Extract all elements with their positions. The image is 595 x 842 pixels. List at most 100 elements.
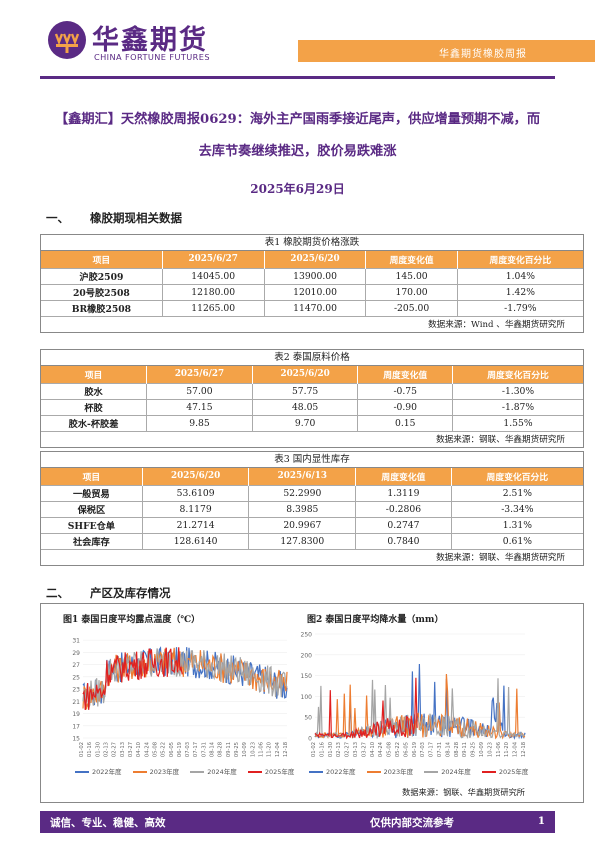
- table-source: 数据来源：钢联、华鑫期货研究所: [41, 431, 583, 447]
- table-cell: 9.70: [252, 414, 359, 431]
- y-tick-label: 0: [308, 736, 312, 743]
- x-tick-label: 09-11: [462, 742, 468, 757]
- table-cell: 一般贸易: [41, 484, 143, 501]
- table-cell: 1.3119: [355, 484, 452, 501]
- table-cell: 12010.00: [264, 283, 367, 300]
- column-header: 2025/6/27: [162, 251, 265, 268]
- table-cell: -0.2806: [355, 500, 452, 517]
- table-cell: 胶水: [41, 382, 148, 399]
- x-tick-label: 02-27: [112, 742, 118, 757]
- x-tick-label: 06-05: [403, 742, 409, 757]
- table-cell: -1.30%: [452, 382, 583, 399]
- table-cell: 0.7840: [355, 532, 452, 549]
- table-row: 沪胶2509 14045.00 13900.00 145.00 1.04%: [41, 267, 583, 284]
- table-cell: 11470.00: [264, 299, 367, 316]
- series-line: [314, 678, 526, 740]
- table-cell: 1.42%: [457, 283, 583, 300]
- series-line: [82, 647, 183, 710]
- x-tick-label: 06-05: [169, 742, 175, 757]
- table-cell: 128.6140: [142, 532, 250, 549]
- page-number: 1: [537, 815, 545, 827]
- y-tick-label: 25: [72, 674, 80, 681]
- report-title-line1: 【鑫期汇】天然橡胶周报0629：海外主产国雨季接近尾声，供应增量预期不减，而: [54, 112, 541, 127]
- table-row: 胶水 57.00 57.75 -0.75 -1.30%: [41, 382, 583, 399]
- table-header-row: 项目 2025/6/27 2025/6/20 周度变化值 周度变化百分比: [41, 251, 583, 268]
- x-tick-label: 04-10: [136, 742, 142, 757]
- x-tick-label: 06-19: [412, 742, 418, 757]
- table-cell: 20.9967: [248, 516, 357, 533]
- column-header: 2025/6/20: [264, 251, 367, 268]
- y-tick-label: 31: [72, 638, 80, 645]
- legend-item: 2024年度: [190, 766, 237, 776]
- section-heading-1: 一、 橡胶期现相关数据: [46, 210, 182, 226]
- section-number: 一、: [46, 211, 69, 225]
- x-tick-label: 02-13: [103, 742, 109, 757]
- table-cell: 20号胶2508: [41, 283, 163, 300]
- y-tick-label: 200: [301, 652, 313, 659]
- charts-source: 数据来源：钢联、华鑫期货研究所: [402, 787, 525, 797]
- x-tick-label: 08-14: [210, 741, 216, 757]
- header-banner: 华鑫期货橡胶周报: [298, 40, 595, 62]
- dew-point-chart: 15 17 19 21 23 25 27 29 31 01-02 01-16 01-30 02-13 02…: [72, 638, 289, 757]
- y-tick-label: 19: [72, 711, 80, 718]
- x-tick-label: 05-08: [387, 742, 393, 757]
- x-tick-label: 01-02: [311, 742, 317, 757]
- table-row: 杯胶 47.15 48.05 -0.90 -1.87%: [41, 398, 583, 415]
- report-title-line2: 去库节奏继续推迟，胶价易跌难涨: [198, 144, 397, 159]
- column-header: 项目: [41, 251, 163, 268]
- legend-item: 2022年度: [75, 766, 122, 776]
- table-cell: 57.00: [146, 382, 253, 399]
- y-tick-label: 23: [72, 687, 80, 694]
- report-name: 华鑫期货橡胶周报: [439, 49, 527, 60]
- legend-label: 2024年度: [441, 768, 471, 776]
- y-tick-label: 15: [72, 736, 80, 743]
- company-name-en: CHINA FORTUNE FUTURES: [94, 52, 210, 62]
- x-tick-label: 01-16: [87, 742, 93, 757]
- futures-price-table: 表1 橡胶期货价格涨跌 项目 2025/6/27 2025/6/20 周度变化值 周度变…: [40, 234, 584, 333]
- column-header: 周度变化值: [357, 366, 453, 383]
- table-cell: 2.51%: [451, 484, 583, 501]
- x-tick-label: 02-27: [345, 742, 351, 757]
- x-tick-label: 11-20: [267, 742, 273, 757]
- table-row: BR橡胶2508 11265.00 11470.00 -205.00 -1.79%: [41, 299, 583, 316]
- table-cell: 47.15: [146, 398, 253, 415]
- x-tick-label: 07-03: [420, 742, 426, 757]
- weather-charts-panel: 图1 泰国日度平均露点温度（℃） 15 17 19 21 23 25 27 29 31 01-02…: [40, 603, 584, 803]
- table-cell: 1.04%: [457, 267, 583, 284]
- table-cell: 12180.00: [162, 283, 265, 300]
- x-tick-label: 11-06: [259, 742, 265, 757]
- table-cell: 社会库存: [41, 532, 143, 549]
- column-header: 2025/6/20: [142, 468, 250, 485]
- rainfall-chart: 0 50 100 150 200 250 01-02 01-16 01-30 02-13 02-27…: [301, 632, 527, 758]
- x-tick-label: 03-13: [353, 742, 359, 757]
- column-header: 2025/6/13: [248, 468, 357, 485]
- series-line: [82, 648, 288, 709]
- table-cell: 170.00: [365, 283, 458, 300]
- x-tick-label: 07-17: [193, 742, 199, 757]
- table-cell: 1.31%: [451, 516, 583, 533]
- table-cell: 11265.00: [162, 299, 265, 316]
- table-cell: 0.15: [357, 414, 453, 431]
- company-name-cn: 华鑫期货: [92, 25, 208, 56]
- table-cell: 48.05: [252, 398, 359, 415]
- table-source: 数据来源：钢联、华鑫期货研究所: [41, 549, 583, 565]
- report-title: 【鑫期汇】天然橡胶周报0629：海外主产国雨季接近尾声，供应增量预期不减，而 去…: [40, 104, 555, 168]
- table-cell: 9.85: [146, 414, 253, 431]
- table-cell: 14045.00: [162, 267, 265, 284]
- table-cell: 57.75: [252, 382, 359, 399]
- series-line: [314, 677, 418, 740]
- chart1-title: 图1 泰国日度平均露点温度（℃）: [63, 615, 201, 625]
- table-cell: 1.55%: [452, 414, 583, 431]
- page-footer: 诚信、专业、稳健、高效 仅供内部交流参考 1: [40, 811, 555, 833]
- section-label: 产区及库存情况: [90, 586, 171, 600]
- legend-item: 2025年度: [481, 766, 528, 776]
- table-cell: 145.00: [365, 267, 458, 284]
- legend-item: 2023年度: [132, 766, 179, 776]
- table-cell: 胶水-杯胶差: [41, 414, 148, 431]
- x-tick-label: 04-24: [378, 741, 384, 757]
- y-tick-label: 150: [301, 673, 313, 680]
- y-tick-label: 250: [301, 632, 313, 639]
- x-tick-label: 01-16: [319, 742, 325, 757]
- x-tick-label: 08-14: [445, 741, 451, 757]
- column-header: 项目: [41, 468, 143, 485]
